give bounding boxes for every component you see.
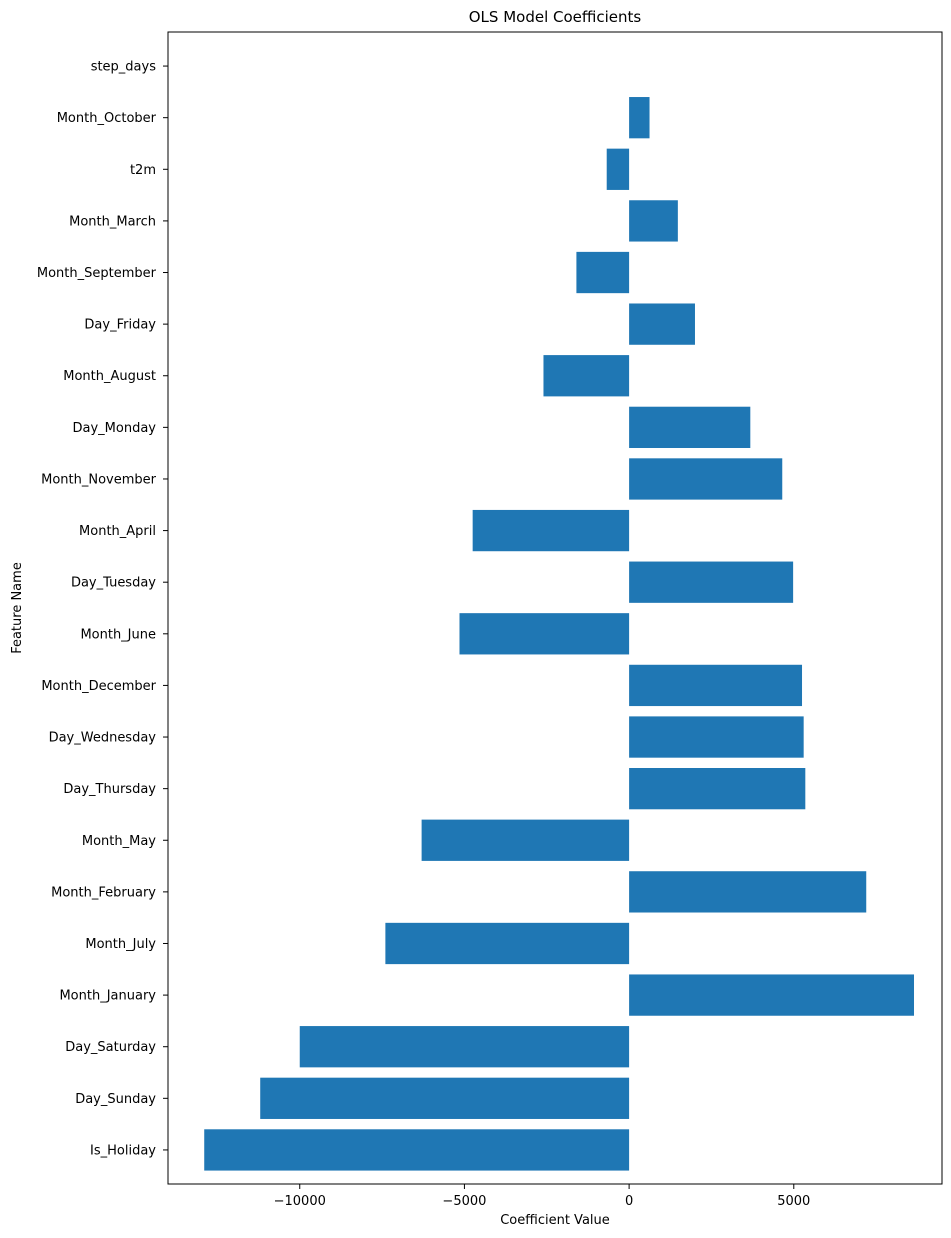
x-tick-label: −10000 <box>274 1194 326 1209</box>
y-tick-label: Month_June <box>80 627 156 642</box>
x-tick-label: −5000 <box>442 1194 486 1209</box>
x-axis-label: Coefficient Value <box>500 1213 610 1228</box>
y-tick-label: t2m <box>130 163 156 178</box>
y-ticks: Is_Holiday Day_Sunday Day_Saturday Month_Ja… <box>37 60 168 1158</box>
y-tick-label: Day_Saturday <box>65 1040 156 1055</box>
bar-month-august <box>543 355 630 397</box>
bar-month-july <box>385 922 630 965</box>
y-tick-label: Day_Thursday <box>63 782 156 797</box>
y-tick-label: Month_April <box>79 524 156 539</box>
y-tick-label: Day_Wednesday <box>49 731 157 746</box>
y-tick-label: Month_February <box>51 885 156 900</box>
bar-month-march <box>629 200 678 242</box>
bar-month-september <box>576 251 630 294</box>
y-tick-label: Month_January <box>59 989 156 1004</box>
y-tick-label: Month_August <box>63 369 156 384</box>
y-tick-label: Day_Monday <box>73 421 157 436</box>
x-ticks: −10000 −5000 0 5000 <box>274 1184 810 1209</box>
y-axis-label: Feature Name <box>10 562 25 654</box>
bar-day-tuesday <box>629 561 794 603</box>
bar-month-april <box>472 509 630 552</box>
y-tick-label: Month_December <box>41 679 156 694</box>
y-tick-label: Is_Holiday <box>90 1143 156 1158</box>
bar-month-october <box>629 97 650 139</box>
bar-month-december <box>629 664 803 707</box>
bar-month-february <box>629 871 867 913</box>
bar-t2m <box>606 148 630 190</box>
y-tick-label: Day_Tuesday <box>71 576 156 591</box>
y-tick-label: Month_March <box>69 214 156 229</box>
x-tick-label: 5000 <box>777 1194 810 1209</box>
y-tick-label: Day_Sunday <box>75 1092 156 1107</box>
y-tick-label: Month_May <box>82 834 156 849</box>
bar-month-november <box>629 458 783 500</box>
y-tick-label: step_days <box>91 60 157 75</box>
bar-day-saturday <box>299 1026 630 1068</box>
bar-day-wednesday <box>629 716 804 758</box>
chart-title: OLS Model Coefficients <box>469 8 642 26</box>
y-tick-label: Month_July <box>85 937 156 952</box>
x-tick-label: 0 <box>625 1194 633 1209</box>
y-tick-label: Month_September <box>37 266 157 281</box>
bar-month-january <box>629 974 915 1016</box>
y-tick-label: Month_October <box>57 111 157 126</box>
bar-day-thursday <box>629 768 806 810</box>
bar-month-june <box>459 613 630 655</box>
y-tick-label: Month_November <box>41 472 157 487</box>
bars-group <box>204 45 915 1171</box>
plot-frame <box>167 31 943 1185</box>
bar-is-holiday <box>204 1129 630 1171</box>
bar-month-may <box>421 819 630 861</box>
y-tick-label: Day_Friday <box>84 318 156 333</box>
bar-day-monday <box>629 406 751 448</box>
bar-day-sunday <box>260 1077 630 1119</box>
bar-day-friday <box>629 303 695 345</box>
